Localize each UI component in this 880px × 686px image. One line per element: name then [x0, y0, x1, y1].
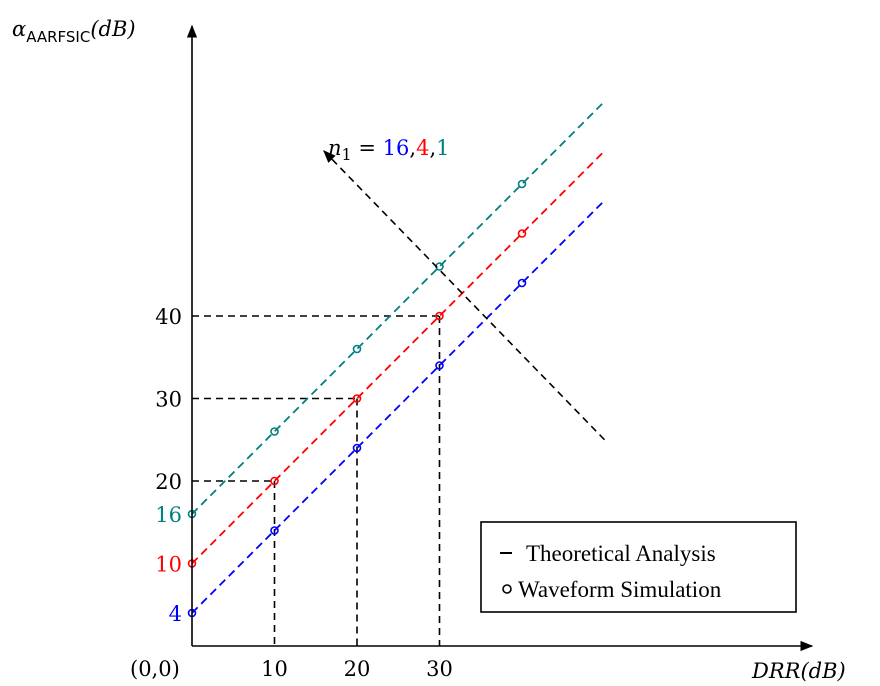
series-line-0 — [191, 199, 606, 614]
series-line-1 — [191, 150, 606, 565]
series-0-point-3 — [435, 361, 444, 370]
series-0-point-2 — [352, 443, 362, 453]
series-1-point-4 — [517, 229, 527, 238]
origin-label: (0,0) — [130, 657, 180, 681]
y-tick-labels: 20 30 40 — [155, 305, 182, 494]
legend: Theoretical Analysis Waveform Simulation — [480, 521, 797, 613]
y-axis-label: αAARFSIC(dB) — [12, 17, 136, 46]
intercept-label-2: 16 — [155, 503, 182, 527]
x-tick-label-1: 20 — [344, 657, 371, 681]
series-line-2 — [191, 100, 606, 515]
legend-box — [480, 521, 797, 613]
series-1-point-3 — [435, 311, 444, 321]
series-1-point-2 — [352, 394, 362, 403]
y-tick-label-2: 40 — [155, 305, 182, 329]
x-tick-label-0: 10 — [261, 657, 288, 681]
annotation-subscript: 1 — [342, 145, 352, 164]
y-tick-label-0: 20 — [155, 470, 182, 494]
y-tick-label-1: 30 — [155, 388, 182, 412]
intercept-label-1: 10 — [155, 553, 182, 577]
series-2-point-2 — [352, 344, 362, 354]
annotation-part-1: , — [409, 136, 416, 160]
annotation-equals: = — [352, 136, 383, 160]
intercept-labels: 4 10 16 — [155, 503, 182, 626]
annotation-part-3: , — [429, 136, 436, 160]
series-layer — [187, 100, 606, 618]
series-0-point-4 — [517, 278, 527, 288]
annotation-part-4: 1 — [436, 136, 449, 160]
series-2-point-1 — [270, 427, 279, 436]
series-1-point-1 — [270, 476, 279, 486]
annotation-part-0: 16 — [383, 136, 410, 160]
x-tick-labels: 10 20 30 — [261, 657, 453, 681]
intercept-label-0: 4 — [169, 602, 182, 626]
reference-lines — [192, 315, 441, 646]
legend-entry-theory: Theoretical Analysis — [526, 541, 716, 566]
series-0-point-1 — [270, 526, 279, 535]
series-2-point-4 — [517, 179, 527, 189]
annotation-n: n — [328, 136, 342, 160]
legend-circle-marker — [502, 584, 512, 594]
annotation-label: n1 = 16,4,1 — [328, 136, 450, 164]
x-axis-label: DRR(dB) — [751, 659, 846, 683]
annotation-part-2: 4 — [416, 136, 429, 160]
legend-entry-simulation: Waveform Simulation — [518, 577, 722, 602]
x-tick-label-2: 30 — [426, 657, 453, 681]
